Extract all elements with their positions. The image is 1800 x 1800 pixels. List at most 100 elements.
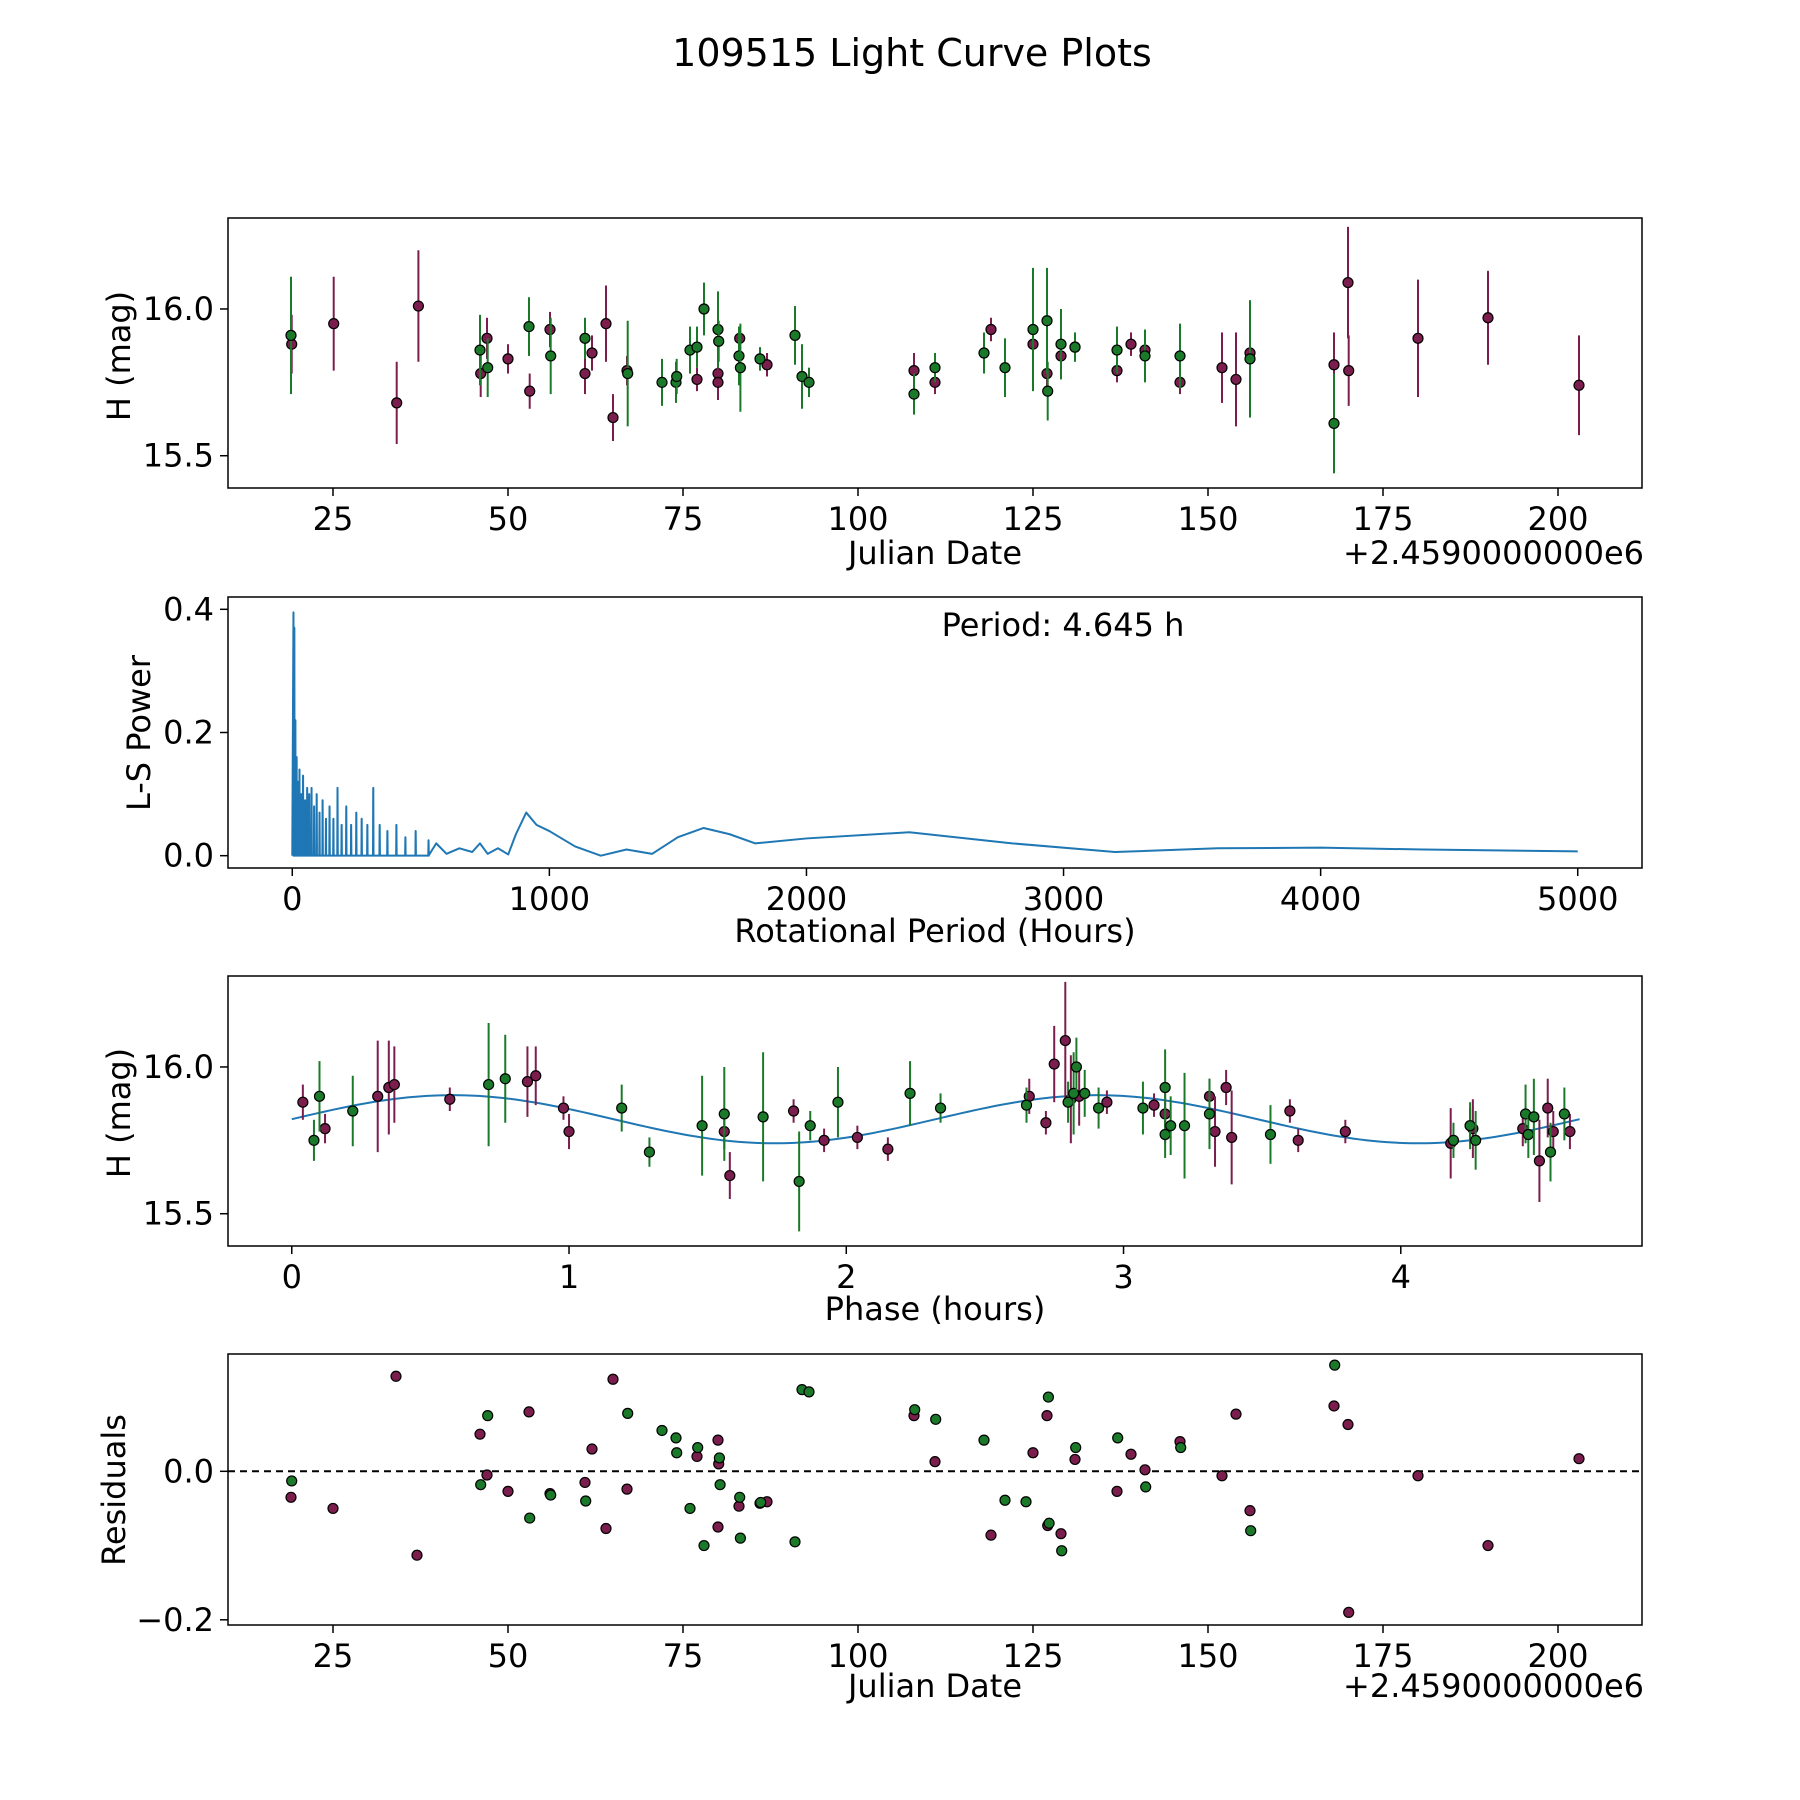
residuals-point-0-17 (712, 1521, 724, 1533)
lightcurve-point-0-11 (600, 318, 612, 330)
phased-point-0-28 (1226, 1131, 1238, 1144)
phased-point-0-8 (557, 1102, 570, 1114)
lightcurve-ytick-label-0: 15.5 (143, 437, 214, 475)
lightcurve-point-0-2 (391, 397, 403, 409)
lightcurve-xtick-label-7: 200 (1527, 500, 1588, 538)
residuals-point-1-33 (1245, 1525, 1257, 1537)
lightcurve-xtick-label-2: 75 (663, 500, 704, 538)
lightcurve-xtick-label-1: 50 (488, 500, 529, 538)
periodogram-xtick-label-5: 5000 (1537, 880, 1618, 918)
phased-point-0-13 (818, 1134, 830, 1146)
residuals-xtick-label-3: 100 (827, 1637, 888, 1675)
residuals-point-1-25 (1020, 1496, 1032, 1508)
residuals-ylabel: Residuals (95, 1414, 133, 1566)
lightcurve-point-1-1 (474, 344, 486, 356)
residuals-point-1-15 (734, 1491, 746, 1503)
phased-xtick-label-4: 4 (1391, 1258, 1411, 1296)
residuals-xtick-label-7: 200 (1527, 1637, 1588, 1675)
residuals-point-0-39 (1412, 1470, 1424, 1482)
residuals-point-1-21 (909, 1404, 921, 1416)
phased-point-1-34 (1544, 1146, 1557, 1158)
phased-point-0-39 (1564, 1125, 1576, 1138)
lightcurve-point-0-36 (1412, 332, 1424, 344)
lightcurve-point-1-12 (698, 303, 710, 315)
residuals-point-1-20 (803, 1386, 815, 1398)
lightcurve-point-1-29 (1069, 341, 1081, 353)
periodogram-ylabel: L-S Power (120, 654, 158, 811)
lightcurve-xtick-label-5: 150 (1177, 500, 1238, 538)
phased-xtick-label-1: 1 (559, 1258, 579, 1296)
residuals-point-1-2 (482, 1410, 494, 1422)
phased-xlabel: Phase (hours) (825, 1290, 1046, 1328)
residuals-point-1-27 (1043, 1517, 1055, 1529)
phased-point-1-16 (1062, 1096, 1074, 1108)
lightcurve-xtick-label-6: 175 (1352, 500, 1413, 538)
lightcurve-point-1-16 (734, 362, 747, 374)
phased-point-1-19 (1079, 1087, 1091, 1099)
phased-point-1-25 (1178, 1120, 1191, 1132)
lightcurve-point-0-10 (586, 347, 598, 359)
phased-point-0-19 (1059, 1034, 1071, 1047)
phased-point-1-24 (1165, 1120, 1177, 1132)
residuals-point-1-0 (286, 1475, 298, 1487)
lightcurve-point-0-18 (761, 359, 773, 371)
phased-point-1-4 (499, 1073, 511, 1085)
phased-point-1-3 (483, 1078, 495, 1091)
lightcurve-point-1-0 (285, 329, 297, 341)
lightcurve-frame (227, 217, 1643, 489)
residuals-point-0-5 (481, 1469, 493, 1481)
phased-point-0-10 (724, 1169, 736, 1182)
lightcurve-point-0-37 (1482, 312, 1494, 324)
phased-panel: H (mag) Phase (hours) 0 1 2 3 4 15.5 16.0 (100, 975, 1643, 1328)
phased-point-1-15 (1020, 1099, 1033, 1111)
phased-point-1-28 (1447, 1134, 1460, 1146)
lightcurve-point-1-4 (545, 350, 557, 362)
residuals-point-0-9 (579, 1476, 591, 1489)
periodogram-frame (227, 596, 1643, 869)
lightcurve-point-1-20 (803, 376, 815, 388)
residuals-xtick-label-4: 125 (1002, 1637, 1063, 1675)
lightcurve-point-1-33 (1244, 353, 1256, 365)
phased-point-0-5 (444, 1093, 456, 1105)
lightcurve-point-0-33 (1328, 359, 1340, 371)
phased-point-1-7 (696, 1120, 708, 1132)
residuals-point-1-1 (475, 1479, 487, 1491)
residuals-point-0-3 (411, 1549, 423, 1561)
lightcurve-point-1-9 (671, 370, 683, 383)
phased-point-0-6 (521, 1076, 534, 1088)
residuals-point-1-3 (524, 1512, 536, 1524)
residuals-ytick-label-0: −0.2 (136, 1601, 214, 1639)
periodogram-xtick-label-1: 1000 (509, 880, 590, 918)
phased-point-1-10 (793, 1175, 805, 1188)
residuals-point-1-30 (1112, 1432, 1124, 1444)
phased-point-0-1 (319, 1123, 331, 1135)
lightcurve-point-0-27 (1125, 338, 1137, 350)
lightcurve-point-0-12 (607, 411, 619, 424)
phased-point-1-30 (1470, 1134, 1482, 1146)
lightcurve-point-1-5 (579, 332, 591, 344)
lightcurve-point-1-21 (908, 388, 920, 400)
period-annotation: Period: 4.645 h (942, 606, 1185, 644)
lightcurve-panel: H (mag) Julian Date +2.4590000000e6 25 50… (100, 217, 1644, 572)
lightcurve-point-1-23 (978, 347, 990, 359)
periodogram-panel: L-S Power Rotational Period (Hours) Peri… (120, 590, 1643, 950)
residuals-point-1-32 (1175, 1441, 1187, 1454)
lightcurve-x-offset: +2.4590000000e6 (1343, 534, 1644, 572)
lightcurve-point-0-9 (579, 367, 591, 380)
residuals-point-1-17 (755, 1496, 767, 1509)
phased-point-0-37 (1542, 1102, 1554, 1114)
residuals-point-1-18 (789, 1536, 801, 1548)
lightcurve-xtick-label-3: 100 (827, 500, 888, 538)
residuals-point-1-22 (930, 1413, 942, 1425)
lightcurve-point-1-17 (754, 353, 766, 365)
lightcurve-point-1-6 (622, 367, 634, 380)
residuals-point-0-40 (1482, 1539, 1494, 1552)
lightcurve-point-1-3 (523, 320, 535, 333)
residuals-point-0-27 (1055, 1528, 1067, 1540)
phased-point-0-31 (1339, 1125, 1351, 1138)
lightcurve-xtick-label-0: 25 (313, 500, 354, 538)
periodogram-xtick-label-0: 0 (282, 880, 302, 918)
phased-point-0-7 (530, 1070, 542, 1082)
residuals-point-1-12 (698, 1539, 710, 1552)
lightcurve-point-1-26 (1041, 315, 1053, 327)
